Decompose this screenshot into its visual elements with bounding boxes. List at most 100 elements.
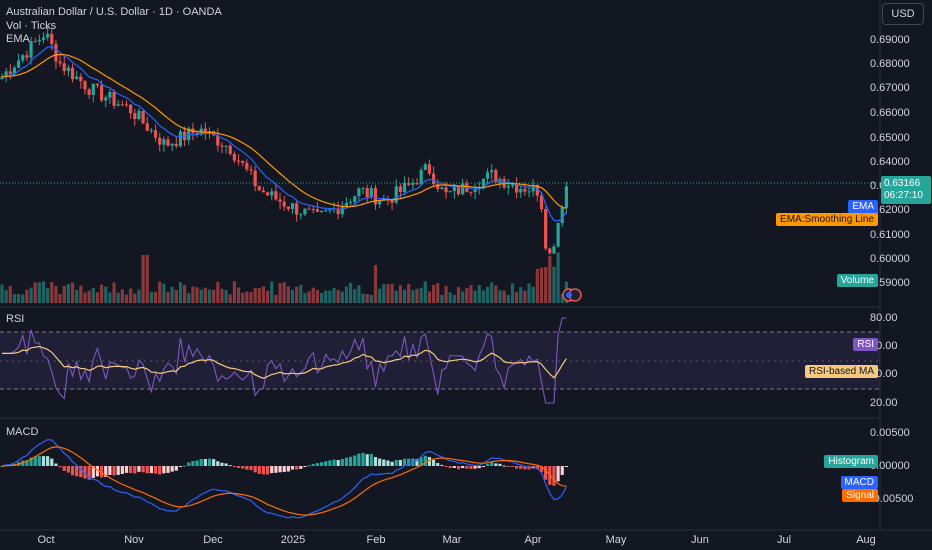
histogram-bar: [212, 459, 216, 466]
signal-tag: Signal: [842, 489, 878, 502]
candle: [324, 210, 328, 212]
histogram-bar: [216, 461, 220, 466]
candle: [436, 184, 440, 189]
candle: [278, 199, 282, 202]
volume-bar: [66, 284, 70, 303]
ema-indicator-label[interactable]: EMA: [6, 33, 30, 45]
volume-bar: [70, 282, 75, 303]
volume-bar: [515, 292, 519, 303]
volume-bar: [307, 291, 311, 303]
candle: [398, 186, 402, 192]
histogram-bar: [336, 459, 340, 466]
candle: [141, 110, 145, 124]
volume-bar: [21, 294, 25, 303]
volume-bar: [556, 252, 560, 303]
volume-bar: [427, 291, 432, 303]
volume-bar: [199, 289, 203, 303]
volume-bar: [158, 281, 162, 303]
volume-bar: [212, 289, 216, 303]
ema-line: [1, 45, 567, 222]
candle: [295, 203, 299, 215]
price-axis-label: 0.64000: [870, 156, 910, 168]
histogram-bar: [158, 466, 162, 475]
histogram-bar: [552, 466, 556, 486]
histogram-bar: [87, 466, 91, 480]
candle: [419, 169, 423, 185]
volume-bar: [332, 287, 336, 303]
volume-bar: [411, 290, 415, 303]
candle: [282, 201, 286, 207]
histogram-bar: [129, 466, 133, 473]
candle: [17, 60, 21, 68]
volume-bar: [398, 285, 402, 303]
candle: [336, 208, 340, 215]
last-price-tag: 0.63166 06:27:10: [881, 176, 931, 204]
candle: [402, 183, 407, 192]
histogram-bar: [203, 459, 207, 466]
candle: [506, 185, 510, 188]
candle: [178, 131, 183, 147]
price-axis-label: 0.65000: [870, 132, 910, 144]
volume-bar: [195, 287, 199, 303]
volume-bar: [228, 294, 232, 303]
histogram-bar: [241, 466, 245, 469]
event-markers[interactable]: [562, 288, 582, 302]
volume-bar: [46, 288, 50, 303]
candle: [62, 63, 66, 71]
volume-bar: [361, 293, 365, 303]
histogram-bar: [303, 466, 307, 467]
histogram-bar: [162, 466, 166, 474]
histogram-bar: [498, 463, 502, 466]
histogram-bar: [79, 466, 83, 478]
histogram-bar: [477, 466, 481, 469]
histogram-bar: [270, 466, 274, 474]
histogram-bar: [295, 466, 299, 470]
volume-bar: [432, 284, 436, 303]
histogram-bar: [266, 466, 270, 475]
histogram-bar: [324, 461, 328, 466]
volume-indicator-label[interactable]: Vol · Ticks: [6, 20, 57, 32]
histogram-bar: [340, 458, 344, 466]
volume-bar: [527, 283, 531, 303]
symbol-title[interactable]: Australian Dollar / U.S. Dollar · 1D · O…: [6, 6, 222, 18]
candle: [4, 71, 8, 77]
volume-bar: [224, 290, 228, 303]
volume-bar: [12, 293, 17, 303]
volume-bar: [25, 289, 29, 303]
volume-bar: [183, 285, 187, 303]
histogram-bar: [274, 466, 278, 473]
volume-bar: [506, 294, 510, 303]
volume-bar: [461, 291, 465, 303]
histogram-bar: [257, 466, 261, 474]
macd-pane-label[interactable]: MACD: [6, 426, 39, 438]
candle: [149, 130, 153, 132]
candle: [70, 67, 75, 80]
histogram-bar: [556, 466, 560, 482]
histogram-bar: [319, 462, 324, 466]
volume-bar: [100, 284, 104, 303]
volume-bar: [249, 291, 253, 303]
price-axis-label: 0.69000: [870, 34, 910, 46]
currency-button[interactable]: USD: [882, 3, 924, 25]
flag-icon: [566, 292, 572, 298]
candle: [427, 164, 432, 174]
candle: [448, 191, 452, 193]
candle: [378, 200, 382, 205]
volume-bar: [423, 281, 427, 303]
histogram-bar: [515, 466, 519, 469]
macd-axis-label: 0.00000: [870, 460, 910, 472]
candle: [407, 183, 411, 185]
candle: [490, 170, 494, 173]
volume-bar: [166, 292, 170, 303]
candle: [432, 173, 436, 185]
time-axis-label: Feb: [366, 534, 386, 546]
volume-bar: [133, 293, 137, 303]
volume-bar: [344, 286, 349, 303]
volume-bar: [328, 290, 332, 303]
candle: [411, 183, 415, 185]
volume-bar: [29, 287, 33, 303]
volume-bar: [245, 291, 249, 303]
rsi-pane-label[interactable]: RSI: [6, 313, 25, 325]
histogram-bar: [183, 465, 187, 467]
